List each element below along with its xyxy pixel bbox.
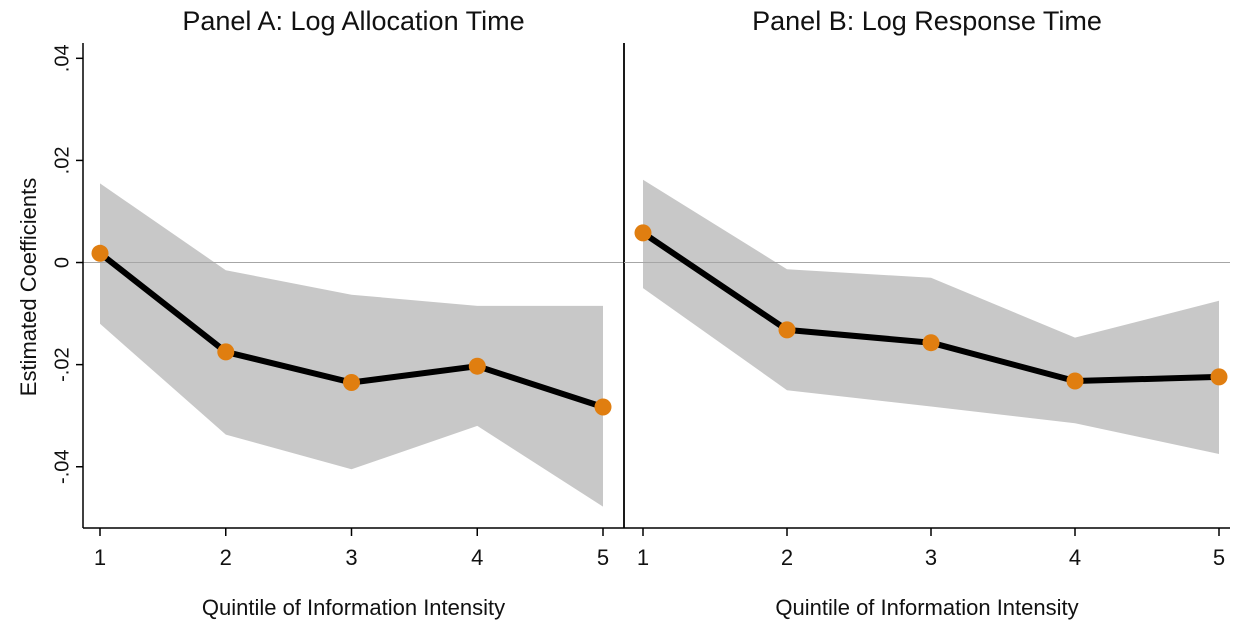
panel-title: Panel B: Log Response Time: [752, 6, 1102, 36]
x-tick-label: 3: [345, 545, 357, 570]
y-tick-label: -.04: [51, 450, 73, 484]
panel-a: .04 .02 0 -.02 -.04 1 2 3 4 5 Panel A: Log Allocat…: [51, 6, 625, 620]
data-point: [594, 398, 612, 416]
x-tick-label: 4: [471, 545, 483, 570]
data-point: [1210, 368, 1228, 386]
y-tick-label: .04: [51, 44, 73, 72]
x-axis-label: Quintile of Information Intensity: [775, 595, 1078, 620]
x-tick-label: 2: [781, 545, 793, 570]
data-point: [922, 334, 940, 352]
x-tick-label: 2: [220, 545, 232, 570]
x-tick-label: 3: [925, 545, 937, 570]
data-point: [634, 224, 652, 242]
x-tick-label: 1: [94, 545, 106, 570]
x-tick-label: 1: [637, 545, 649, 570]
confidence-band: [100, 183, 603, 507]
x-tick-label: 5: [597, 545, 609, 570]
confidence-band: [643, 179, 1219, 455]
y-axis-label: Estimated Coefficients: [16, 178, 41, 396]
panel-b: 1 2 3 4 5 Panel B: Log Response Time Quintile …: [624, 6, 1230, 620]
data-point: [778, 321, 796, 339]
data-point: [468, 357, 486, 375]
y-tick-label: 0: [51, 257, 73, 268]
y-tick-label: -.02: [51, 347, 73, 381]
data-point: [91, 244, 109, 262]
data-point: [217, 343, 235, 361]
x-axis-label: Quintile of Information Intensity: [202, 595, 505, 620]
x-tick-label: 4: [1069, 545, 1081, 570]
x-tick-label: 5: [1213, 545, 1225, 570]
data-point: [1066, 372, 1084, 390]
data-point: [343, 374, 360, 391]
y-tick-label: .02: [51, 147, 73, 175]
panel-title: Panel A: Log Allocation Time: [182, 6, 524, 36]
